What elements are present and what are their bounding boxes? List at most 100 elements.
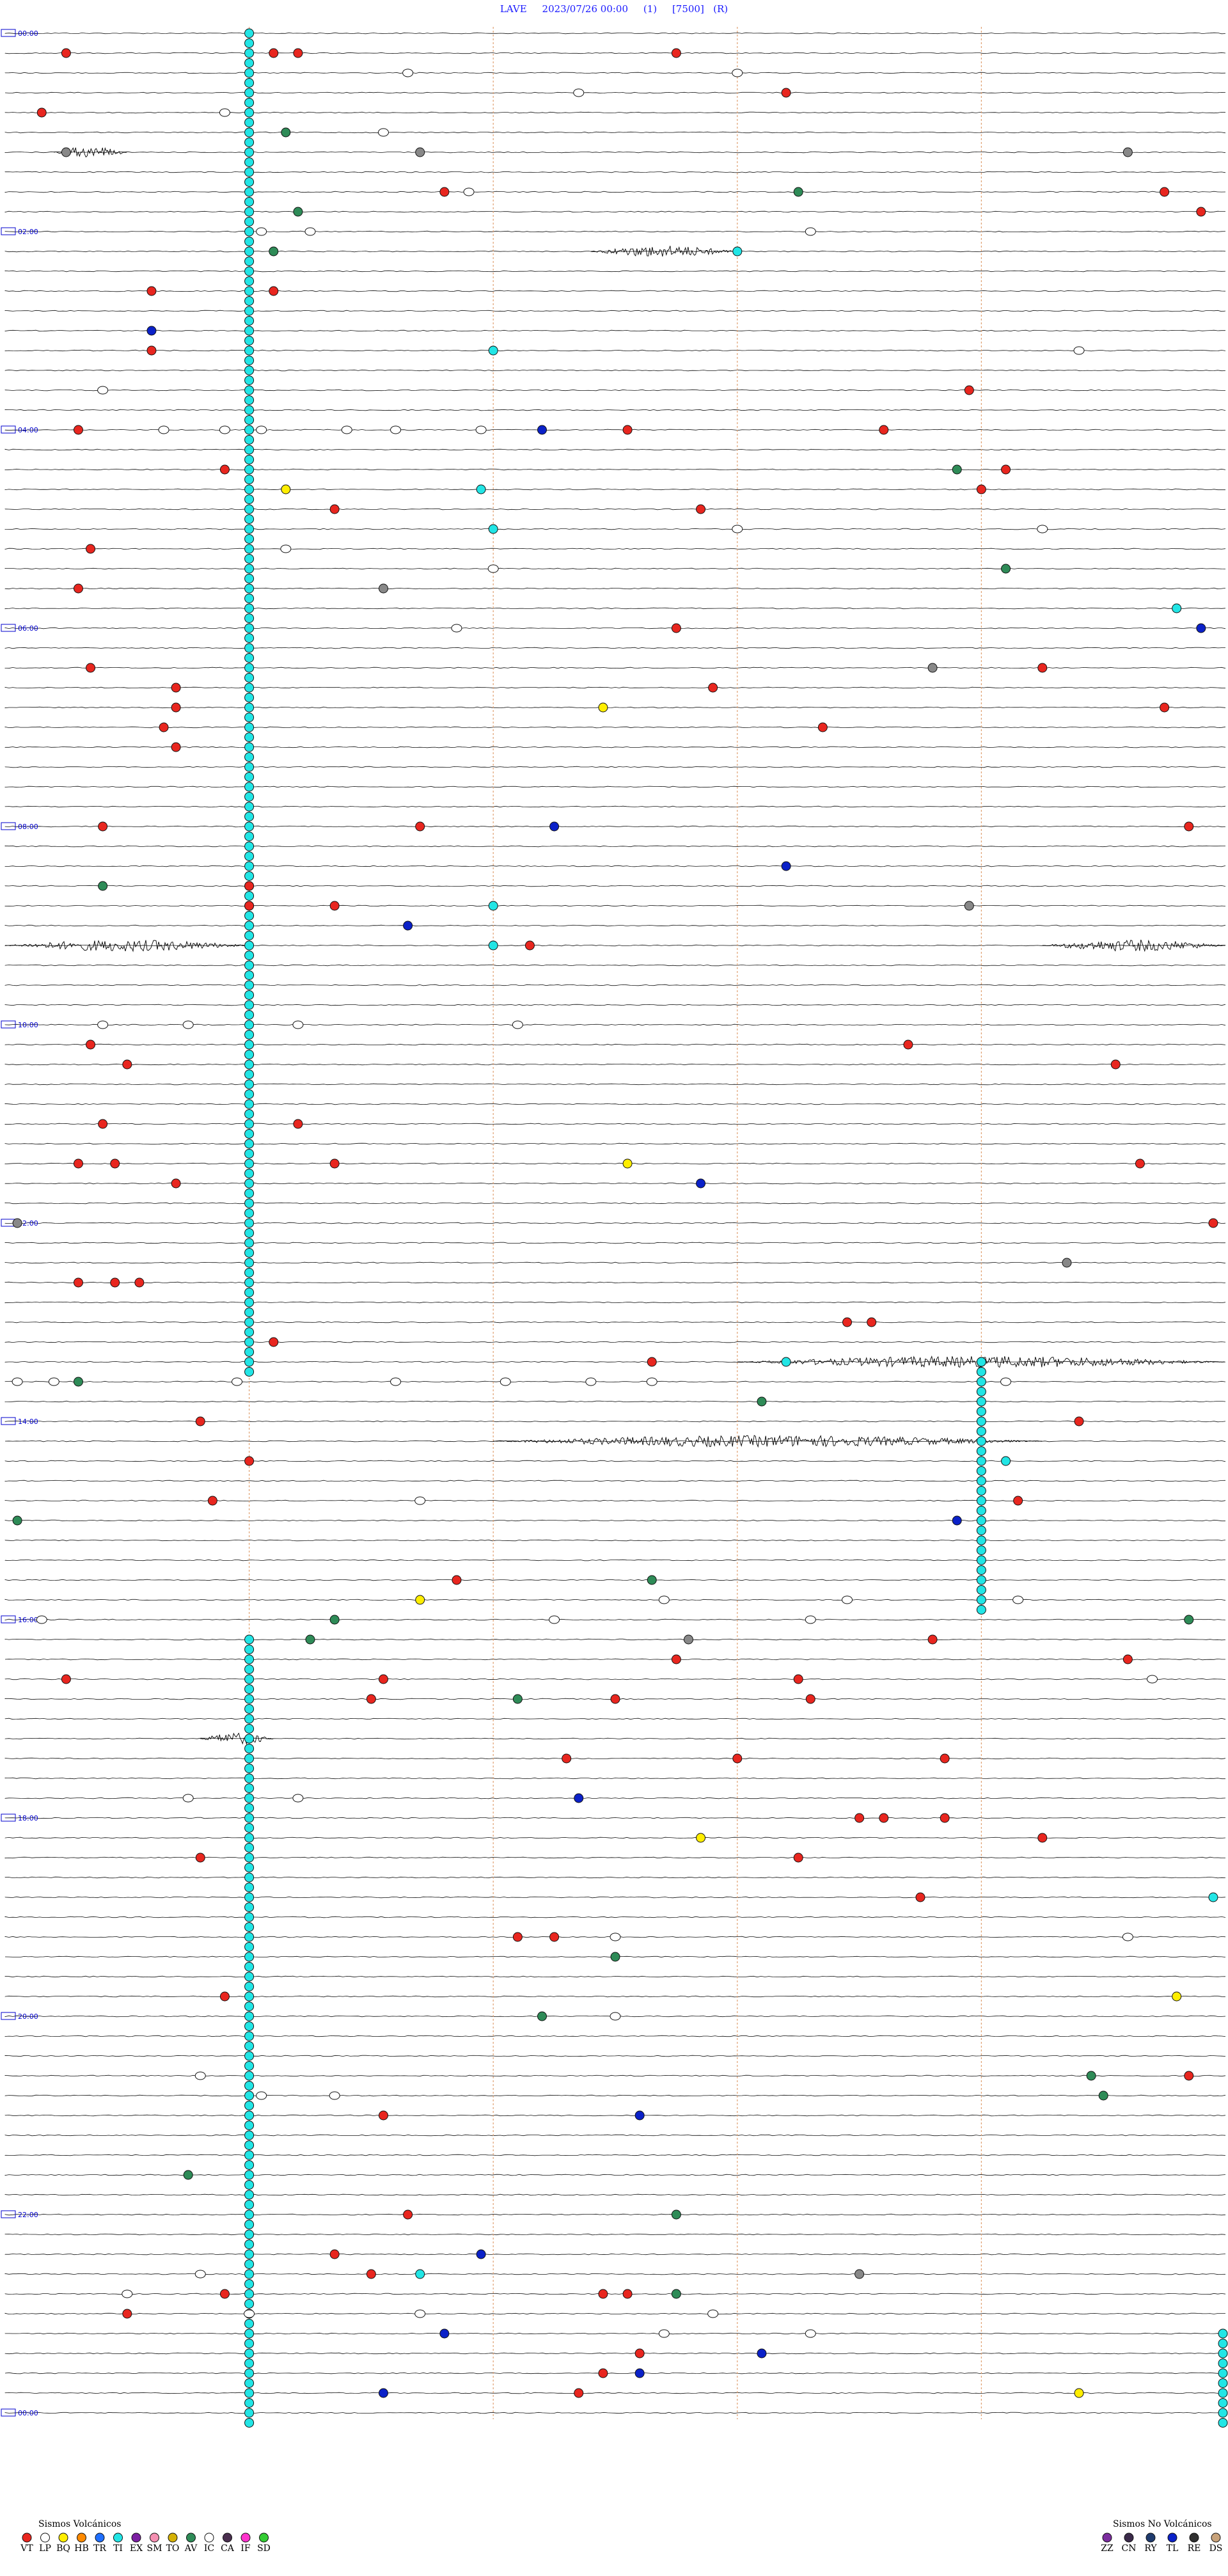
- event-marker-lp: [341, 425, 352, 434]
- legend-nonvolcanic-title: Sismos No Volcánicos: [1113, 2519, 1212, 2529]
- ti-marker: [244, 1059, 255, 1070]
- ti-marker: [244, 1932, 255, 1942]
- trace-line: [4, 1301, 1226, 1304]
- event-marker-lp: [463, 187, 475, 196]
- event-marker-lp: [414, 2309, 426, 2318]
- ti-marker: [244, 296, 255, 306]
- ti-marker: [244, 1367, 255, 1377]
- ti-marker: [244, 464, 255, 475]
- event-marker-lp: [475, 425, 487, 434]
- event-marker-vt: [940, 1753, 950, 1764]
- ti-marker: [244, 722, 255, 732]
- trace-line: [4, 1142, 1226, 1145]
- ti-marker: [244, 1674, 255, 1684]
- event-marker-vt: [219, 2289, 230, 2299]
- event-marker-vt: [73, 425, 83, 435]
- trace-line: [4, 1519, 1225, 1522]
- ti-marker: [976, 1506, 986, 1515]
- ti-marker: [244, 1694, 255, 1704]
- event-marker-vt: [110, 1277, 120, 1288]
- ti-marker: [244, 792, 255, 802]
- event-marker-vt: [269, 286, 279, 296]
- ti-marker: [244, 1268, 255, 1277]
- ti-marker: [244, 38, 255, 48]
- event-marker-vt: [671, 623, 681, 633]
- event-marker-lp: [182, 1020, 194, 1029]
- event-marker-ti: [1208, 1892, 1218, 1902]
- ti-marker: [244, 871, 255, 881]
- event-marker-vt: [73, 1277, 83, 1288]
- event-marker-tl: [952, 1515, 962, 1526]
- event-marker-lp: [1122, 1932, 1133, 1941]
- ti-marker: [244, 2269, 255, 2279]
- ti-marker: [244, 1734, 255, 1744]
- ti-marker: [244, 187, 255, 197]
- ti-marker: [244, 2081, 255, 2090]
- ti-marker: [976, 1476, 986, 1486]
- event-marker-vt: [452, 1575, 462, 1585]
- hour-marker-box: [1, 425, 16, 434]
- trace-line: [4, 2134, 1226, 2137]
- ti-marker: [976, 1387, 986, 1396]
- event-marker-lp: [1073, 346, 1085, 355]
- event-marker-lp: [390, 1377, 402, 1386]
- trace-line: [4, 766, 1226, 768]
- ti-marker: [244, 127, 255, 138]
- ti-marker: [244, 832, 255, 841]
- legend-code-hb: HB: [74, 2543, 89, 2554]
- trace-line: [4, 1599, 1226, 1601]
- trace-line: [4, 2055, 1226, 2057]
- ti-marker: [1218, 2408, 1228, 2418]
- event-marker-av: [647, 1575, 657, 1585]
- trace-line: [4, 429, 1226, 431]
- ti-marker: [244, 633, 255, 643]
- trace-line: [4, 1995, 1226, 1998]
- trace-line: [4, 885, 1226, 887]
- event-marker-ic: [854, 2269, 865, 2279]
- ti-marker: [244, 138, 255, 147]
- ti-marker: [244, 613, 255, 623]
- event-marker-ti: [1001, 1456, 1011, 1466]
- event-marker-vt: [122, 1059, 132, 1070]
- trace-line: [4, 2253, 1226, 2256]
- event-marker-tl: [146, 326, 157, 336]
- legend-code-ds: DS: [1209, 2543, 1223, 2554]
- event-marker-tl: [757, 2348, 767, 2359]
- hour-label: 08:00: [18, 823, 38, 831]
- trace-line: [4, 290, 1226, 292]
- event-marker-vt: [781, 88, 791, 98]
- event-marker-lp: [658, 2329, 670, 2338]
- event-marker-av: [98, 881, 108, 891]
- event-marker-vt: [98, 821, 108, 832]
- event-marker-vt: [1037, 1833, 1048, 1843]
- trace-line: [4, 1400, 1226, 1403]
- ti-marker: [244, 2279, 255, 2289]
- event-marker-vt: [366, 1694, 376, 1704]
- ti-marker: [244, 990, 255, 1000]
- ti-marker: [244, 1902, 255, 1912]
- event-marker-av: [183, 2170, 193, 2180]
- ti-marker: [244, 2209, 255, 2220]
- ti-marker: [244, 435, 255, 445]
- event-marker-av: [512, 1694, 523, 1704]
- event-marker-lp: [219, 108, 230, 117]
- event-marker-lp: [500, 1377, 511, 1386]
- ti-marker: [244, 2249, 255, 2259]
- event-marker-tl: [634, 2110, 645, 2121]
- hour-label: 04:00: [18, 426, 38, 434]
- ti-marker: [244, 2090, 255, 2101]
- ti-marker: [976, 1446, 986, 1456]
- legend-swatch-cn: [1124, 2533, 1134, 2543]
- ti-marker: [244, 841, 255, 851]
- trace-line: [4, 2273, 1226, 2275]
- ti-marker: [244, 28, 255, 38]
- ti-marker: [244, 1198, 255, 1208]
- event-marker-vt: [378, 2110, 388, 2121]
- ti-marker: [244, 1158, 255, 1169]
- event-marker-vt: [1196, 207, 1206, 217]
- trace-line: [4, 1737, 1226, 1740]
- hour-marker-box: [1, 1813, 16, 1822]
- event-marker-lp: [842, 1595, 853, 1604]
- event-marker-vt: [1110, 1059, 1121, 1070]
- event-marker-vt: [793, 1674, 803, 1684]
